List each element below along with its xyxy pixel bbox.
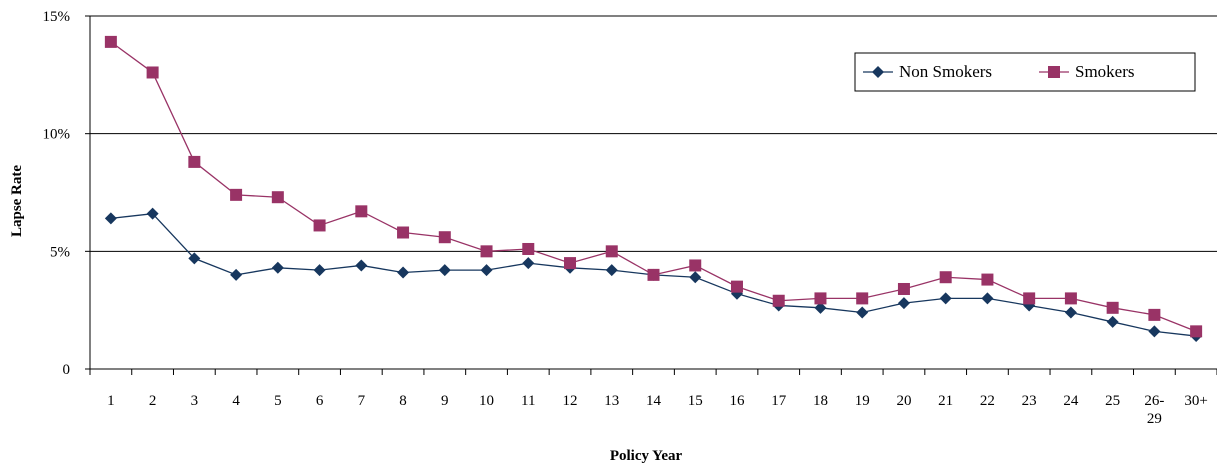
data-point: [1106, 301, 1119, 314]
x-tick-label: 30+: [1184, 393, 1207, 409]
x-tick-label: 3: [191, 393, 199, 409]
data-point: [939, 271, 952, 284]
data-point: [146, 66, 159, 79]
x-tick-label: 20: [896, 393, 911, 409]
y-tick-label: 0: [63, 362, 71, 378]
y-tick-label: 5%: [50, 244, 70, 260]
data-point: [730, 280, 743, 293]
x-tick-label: 4: [232, 393, 240, 409]
y-tick-label: 15%: [43, 9, 71, 25]
x-tick-label: 2: [149, 393, 157, 409]
x-tick-label: 11: [521, 393, 535, 409]
x-tick-label: 13: [604, 393, 619, 409]
legend: Non Smokers Smokers: [854, 52, 1196, 92]
x-tick-label: 7: [358, 393, 366, 409]
data-point: [271, 261, 284, 274]
x-tick-label: 19: [855, 393, 870, 409]
x-tick-label: 1: [107, 393, 115, 409]
series-layer: [104, 35, 1203, 343]
data-point: [1190, 325, 1203, 338]
data-point: [981, 292, 994, 305]
data-point: [313, 264, 326, 277]
data-point: [605, 264, 618, 277]
data-point: [814, 292, 827, 305]
data-point: [1064, 306, 1077, 319]
legend-item-smokers: Smokers: [1039, 62, 1135, 81]
data-point: [146, 207, 159, 220]
gridlines: [90, 15, 1217, 252]
legend-marker: [872, 66, 884, 78]
data-point: [104, 35, 117, 48]
data-point: [355, 259, 368, 272]
x-tick-label: 23: [1022, 393, 1037, 409]
legend-label: Non Smokers: [899, 62, 992, 81]
data-point: [689, 271, 702, 284]
legend-box: [854, 52, 1196, 92]
x-tick-label: 21: [938, 393, 953, 409]
data-point: [564, 257, 577, 270]
data-point: [480, 264, 493, 277]
legend-item-non-smokers: Non Smokers: [863, 62, 992, 81]
y-axis-title: Lapse Rate: [9, 165, 25, 237]
data-point: [188, 155, 201, 168]
legend-marker: [1048, 66, 1060, 78]
x-tick-label: 26-29: [1144, 393, 1164, 427]
data-point: [1023, 292, 1036, 305]
data-point: [647, 268, 660, 281]
data-point: [397, 226, 410, 239]
x-axis-title: Policy Year: [610, 448, 683, 464]
x-tick-label: 8: [399, 393, 407, 409]
data-point: [772, 294, 785, 307]
axis-labels: Lapse Rate Policy Year: [9, 165, 683, 464]
data-point: [397, 266, 410, 279]
data-point: [271, 191, 284, 204]
data-point: [438, 264, 451, 277]
x-tick-label: 16: [729, 393, 745, 409]
data-point: [230, 188, 243, 201]
x-tick-label: 5: [274, 393, 282, 409]
data-point: [897, 282, 910, 295]
data-point: [355, 205, 368, 218]
x-tick-label: 25: [1105, 393, 1120, 409]
data-point: [313, 219, 326, 232]
x-tick-label: 9: [441, 393, 449, 409]
data-point: [814, 301, 827, 314]
data-point: [605, 245, 618, 258]
data-point: [230, 268, 243, 281]
data-point: [856, 292, 869, 305]
data-point: [1148, 308, 1161, 321]
x-tick-label: 22: [980, 393, 995, 409]
data-point: [104, 212, 117, 225]
data-point: [188, 252, 201, 265]
x-tick-label: 12: [563, 393, 578, 409]
data-point: [939, 292, 952, 305]
data-point: [689, 259, 702, 272]
axes: 05%10%15%1 2 3 4 5 6 7 8 9 10 11 12 13 14 15 16 17 18 19 20…: [43, 9, 1217, 427]
data-point: [1106, 315, 1119, 328]
data-point: [480, 245, 493, 258]
x-tick-label: 17: [771, 393, 787, 409]
x-tick-label: 18: [813, 393, 828, 409]
y-tick-label: 10%: [43, 127, 71, 143]
data-point: [522, 242, 535, 255]
data-point: [1148, 325, 1161, 338]
x-tick-label: 10: [479, 393, 494, 409]
legend-label: Smokers: [1075, 62, 1135, 81]
data-point: [1064, 292, 1077, 305]
data-point: [438, 231, 451, 244]
data-point: [522, 257, 535, 270]
data-point: [856, 306, 869, 319]
x-tick-label: 24: [1063, 393, 1079, 409]
x-tick-label: 6: [316, 393, 324, 409]
series-smokers: [104, 35, 1203, 338]
x-tick-label: 15: [688, 393, 703, 409]
x-tick-label: 14: [646, 393, 662, 409]
data-point: [897, 297, 910, 310]
data-point: [981, 273, 994, 286]
